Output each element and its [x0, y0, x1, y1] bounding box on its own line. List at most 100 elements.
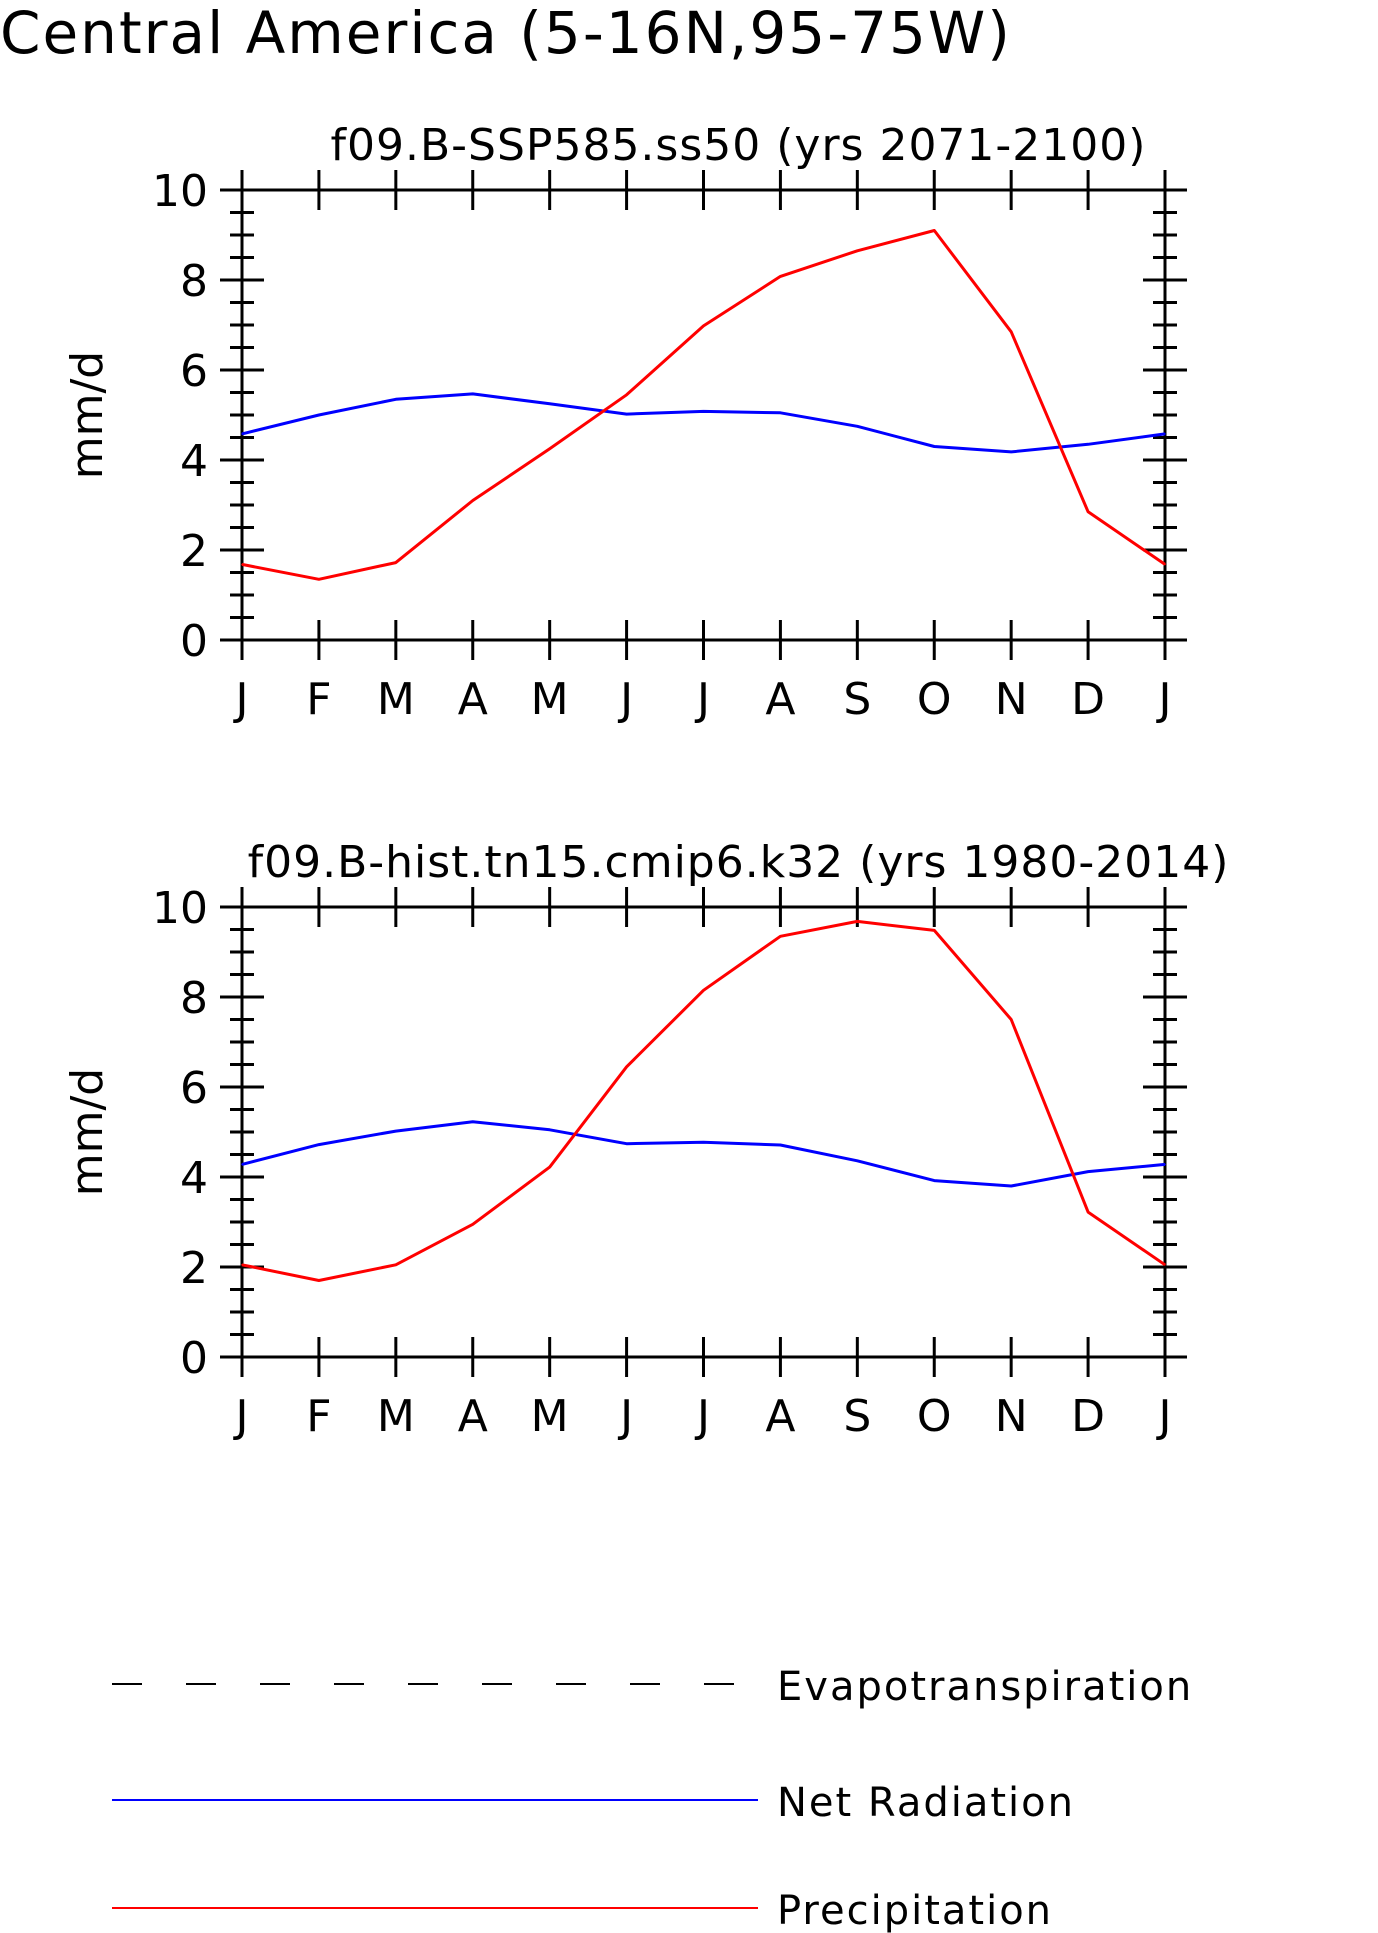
data-point-precipitation: [625, 393, 628, 396]
x-tick-label: S: [843, 674, 871, 725]
x-tick-label: A: [765, 674, 795, 725]
x-tick-label: M: [531, 674, 569, 725]
x-tick-label: A: [458, 674, 488, 725]
data-point-net-radiation: [395, 1130, 397, 1132]
data-point-net-radiation: [548, 402, 551, 405]
data-point-precipitation: [1010, 1018, 1012, 1021]
data-point-net-radiation: [702, 1141, 705, 1144]
x-tick-label: J: [233, 1391, 249, 1442]
data-point-net-radiation: [625, 1142, 628, 1145]
data-point-net-radiation: [395, 398, 397, 401]
data-point-precipitation: [241, 563, 243, 566]
y-tick-label: 10: [152, 166, 208, 217]
chart-panel-1: f09.B-SSP585.ss50 (yrs 2071-2100) mm/d 0 2 4…: [62, 120, 1187, 725]
plot-frame: [240, 905, 1167, 1359]
data-point-precipitation: [702, 325, 705, 327]
x-tick-label: S: [843, 1391, 871, 1442]
data-point-net-radiation: [1087, 443, 1089, 446]
data-point-net-radiation: [318, 414, 320, 416]
x-tick-label: A: [458, 1391, 488, 1442]
y-axis-label: mm/d: [62, 351, 113, 479]
page-title: Central America (5-16N,95-75W): [0, 0, 1012, 67]
y-axis-label: mm/d: [62, 1068, 113, 1196]
data-point-precipitation: [318, 1279, 320, 1282]
x-tick-label: N: [995, 674, 1028, 725]
x-tick-label: F: [306, 674, 331, 725]
data-point-precipitation: [1010, 330, 1012, 333]
data-point-net-radiation: [933, 1179, 936, 1182]
x-tick-label: N: [995, 1391, 1028, 1442]
x-tick-label: J: [617, 1391, 633, 1442]
data-point-precipitation: [1164, 563, 1166, 566]
x-tick-label: O: [917, 674, 952, 725]
data-point-net-radiation: [1010, 1185, 1012, 1187]
data-point-precipitation: [702, 989, 705, 992]
x-tick-label: M: [377, 1391, 415, 1442]
legend: Evapotranspiration Net Radiation Precipita…: [112, 1664, 1193, 1933]
legend-label: Precipitation: [777, 1888, 1053, 1933]
data-point-precipitation: [933, 229, 936, 232]
x-tick-label: M: [377, 674, 415, 725]
data-point-precipitation: [318, 578, 320, 581]
chart-title: f09.B-SSP585.ss50 (yrs 2071-2100): [331, 120, 1147, 171]
data-point-precipitation: [933, 929, 936, 932]
data-point-net-radiation: [318, 1143, 320, 1146]
data-point-precipitation: [548, 1166, 551, 1168]
series-line-precipitation: [241, 229, 1166, 581]
series-line-net-radiation: [241, 392, 1166, 454]
x-tick-label: D: [1071, 674, 1105, 725]
chart-title: f09.B-hist.tn15.cmip6.k32 (yrs 1980-2014…: [248, 837, 1230, 888]
x-tick-label: J: [617, 674, 633, 725]
data-point-net-radiation: [856, 425, 859, 428]
x-tick-label: A: [765, 1391, 795, 1442]
data-point-net-radiation: [779, 1144, 782, 1146]
y-tick-label: 2: [180, 1243, 208, 1294]
x-tick-label: J: [1156, 674, 1172, 725]
y-tick-label: 6: [180, 1063, 208, 1114]
data-point-net-radiation: [702, 410, 705, 413]
data-point-net-radiation: [1010, 451, 1012, 453]
data-point-net-radiation: [1164, 433, 1166, 435]
data-point-net-radiation: [471, 393, 474, 395]
series-line-precipitation: [241, 919, 1166, 1282]
x-tick-label: M: [531, 1391, 569, 1442]
data-point-precipitation: [395, 1263, 397, 1266]
y-tick-label: 10: [152, 883, 208, 934]
x-tick-label: O: [917, 1391, 952, 1442]
plot-frame: [240, 188, 1167, 642]
y-tick-label: 6: [180, 346, 208, 397]
data-point-net-radiation: [471, 1120, 474, 1123]
data-point-net-radiation: [1087, 1170, 1089, 1173]
data-point-precipitation: [1087, 510, 1089, 513]
y-tick-label: 8: [180, 973, 208, 1024]
data-point-precipitation: [241, 1263, 243, 1266]
x-tick-label: D: [1071, 1391, 1105, 1442]
y-tick-label: 2: [180, 526, 208, 577]
data-point-net-radiation: [241, 433, 243, 435]
y-tick-label: 4: [180, 1153, 208, 1204]
legend-label: Net Radiation: [777, 1780, 1075, 1826]
data-point-precipitation: [779, 275, 782, 278]
data-point-precipitation: [1164, 1263, 1166, 1266]
x-tick-label: J: [694, 1391, 710, 1442]
data-point-precipitation: [1087, 1211, 1089, 1213]
data-point-precipitation: [625, 1065, 628, 1068]
data-point-net-radiation: [1164, 1163, 1166, 1166]
y-tick-label: 4: [180, 436, 208, 487]
data-point-net-radiation: [625, 413, 628, 415]
data-point-precipitation: [395, 561, 397, 564]
data-point-precipitation: [856, 249, 859, 252]
data-point-precipitation: [471, 499, 474, 502]
y-tick-label: 0: [180, 1333, 208, 1384]
x-tick-label: F: [306, 1391, 331, 1442]
y-tick-label: 0: [180, 616, 208, 667]
data-point-net-radiation: [779, 411, 782, 414]
data-point-net-radiation: [933, 445, 936, 448]
x-tick-label: J: [694, 674, 710, 725]
chart-panels: f09.B-SSP585.ss50 (yrs 2071-2100) mm/d 0 2 4…: [62, 120, 1230, 1442]
data-point-precipitation: [779, 935, 782, 938]
legend-label: Evapotranspiration: [777, 1664, 1193, 1710]
data-point-net-radiation: [241, 1163, 243, 1166]
data-point-net-radiation: [548, 1128, 551, 1131]
